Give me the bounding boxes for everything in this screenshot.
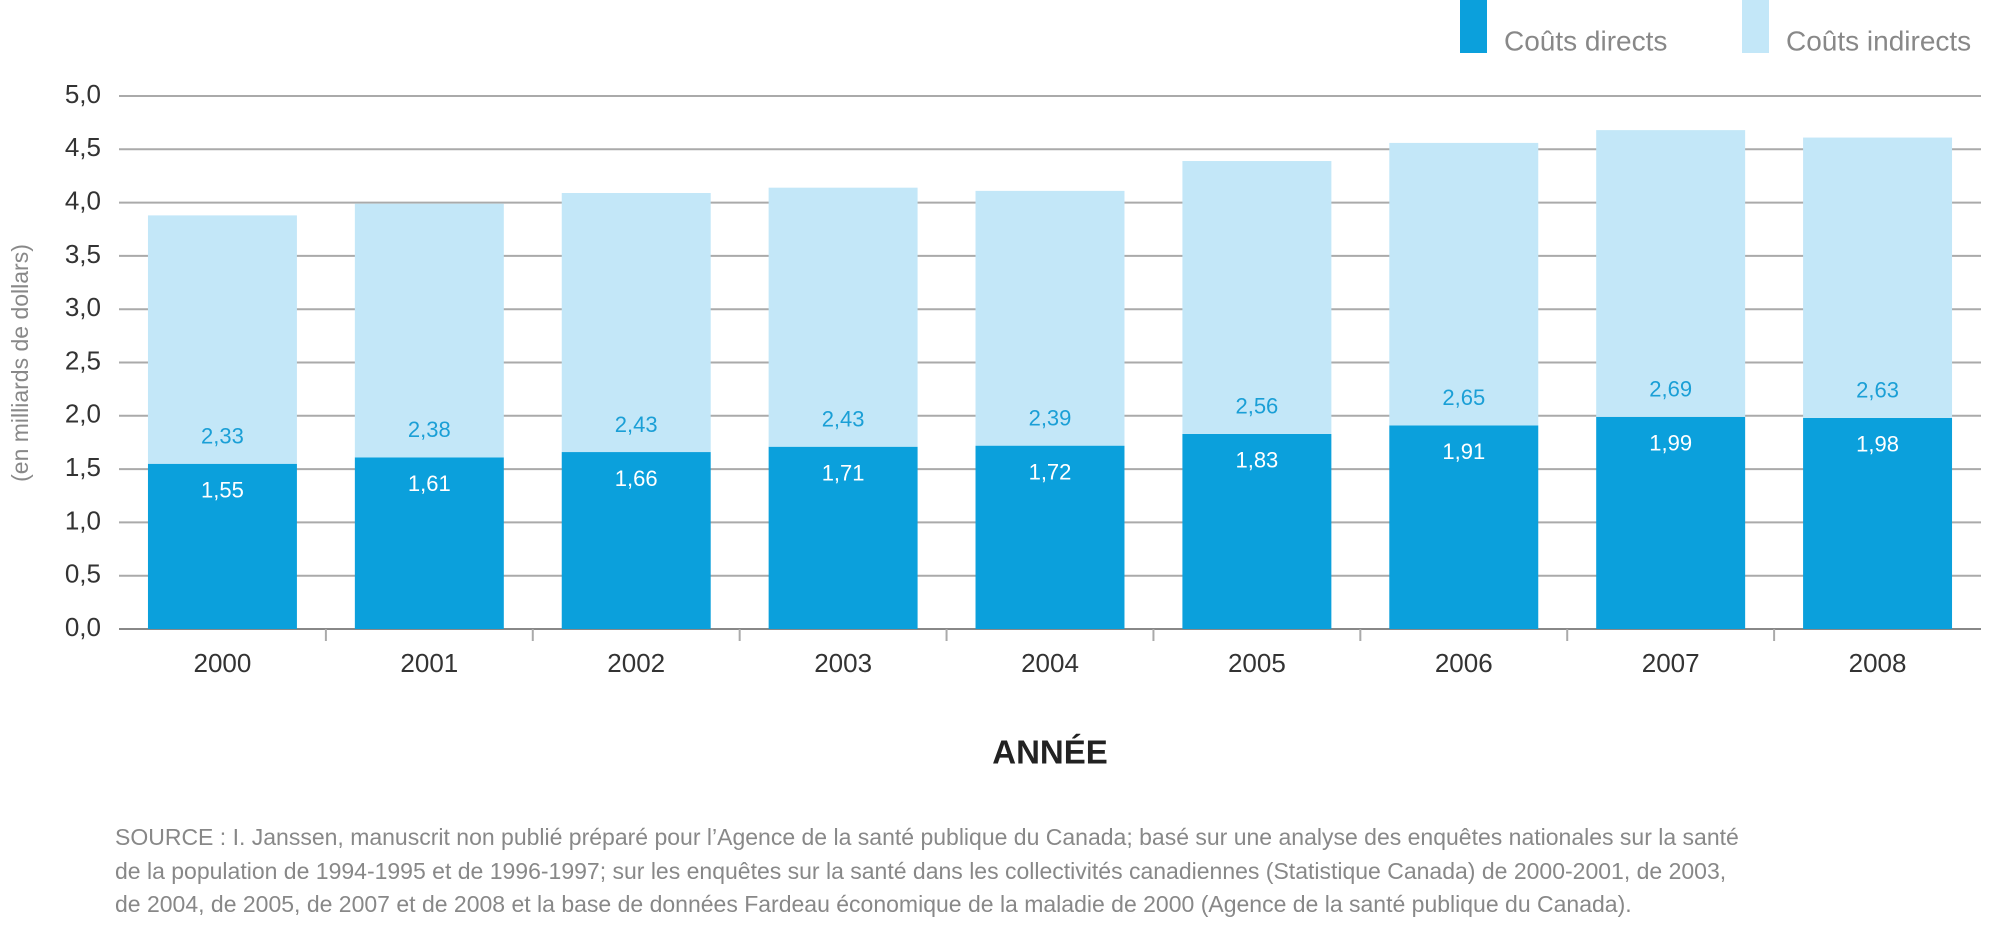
legend-label: Coûts indirects [1786,25,1971,56]
x-axis-label: ANNÉE [992,734,1108,771]
value-label: 2,56 [1235,394,1278,419]
value-label: 1,61 [408,471,451,496]
bar-segment [1596,130,1746,417]
bar-segment [1389,142,1539,426]
value-label: 2,65 [1442,385,1485,410]
bar-segment [1803,137,1953,418]
y-tick-label: 4,0 [65,185,101,215]
legend-label: Coûts directs [1504,25,1667,56]
bar-segment [354,203,504,458]
y-tick-label: 1,5 [65,452,101,482]
y-tick-label: 5,0 [65,79,101,109]
bar-segment [1182,433,1332,629]
value-label: 1,83 [1235,448,1278,473]
y-tick-label: 3,5 [65,239,101,269]
y-axis-label: (en milliards de dollars) [7,244,33,482]
bar-segment [147,215,297,464]
x-tick-label: 2004 [1021,648,1079,678]
value-label: 1,66 [615,466,658,491]
value-label: 2,43 [822,407,865,432]
value-label: 1,91 [1442,439,1485,464]
bar-segment [768,446,918,629]
bar-segment [975,445,1125,629]
bar-segment [768,187,918,447]
x-tick-label: 2001 [400,648,458,678]
x-tick-label: 2006 [1435,648,1493,678]
bar-segment [561,193,711,453]
bar-segment [1803,417,1953,629]
x-tick-label: 2003 [814,648,872,678]
bar-segment [354,457,504,629]
x-tick-label: 2002 [607,648,665,678]
value-label: 2,43 [615,412,658,437]
bar-segment [561,452,711,629]
value-label: 2,39 [1029,405,1072,430]
value-label: 1,71 [822,461,865,486]
y-tick-label: 2,5 [65,345,101,375]
x-tick-label: 2007 [1642,648,1700,678]
source-line: de 2004, de 2005, de 2007 et de 2008 et … [115,891,1632,917]
y-tick-label: 4,5 [65,132,101,162]
y-tick-label: 3,0 [65,292,101,322]
bar-segment [1596,416,1746,629]
bar-segment [975,190,1125,446]
bar-segment [1389,425,1539,629]
y-tick-label: 1,0 [65,505,101,535]
x-tick-label: 2000 [194,648,252,678]
y-tick-label: 0,5 [65,559,101,589]
value-label: 2,63 [1856,378,1899,403]
value-label: 1,72 [1029,459,1072,484]
y-tick-label: 2,0 [65,399,101,429]
value-label: 1,55 [201,478,244,503]
value-label: 2,38 [408,417,451,442]
x-tick-label: 2008 [1849,648,1907,678]
value-label: 2,33 [201,424,244,449]
legend-swatch [1742,0,1769,53]
bar-segment [147,463,297,629]
value-label: 1,99 [1649,431,1692,456]
value-label: 1,98 [1856,432,1899,457]
legend-swatch [1460,0,1487,53]
value-label: 2,69 [1649,377,1692,402]
bar-segment [1182,161,1332,434]
source-line: SOURCE : I. Janssen, manuscrit non publi… [115,824,1739,850]
x-tick-label: 2005 [1228,648,1286,678]
source-line: de la population de 1994-1995 et de 1996… [115,858,1726,884]
y-tick-label: 0,0 [65,612,101,642]
